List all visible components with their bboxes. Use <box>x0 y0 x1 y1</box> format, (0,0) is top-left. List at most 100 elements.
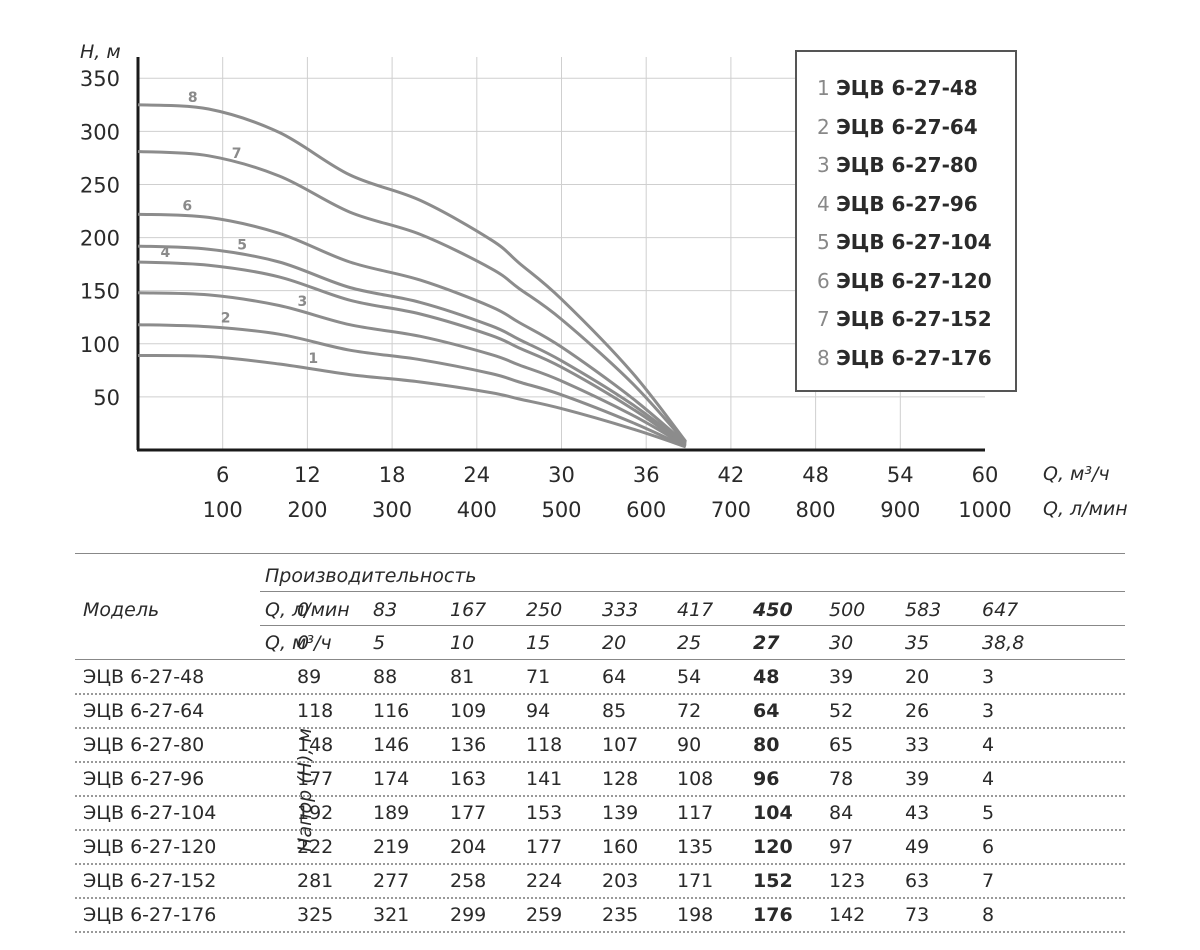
x-tick-label: 48 <box>802 463 829 487</box>
q-lmin-value: 167 <box>450 599 487 621</box>
row-head-value: 4 <box>982 768 995 790</box>
row-head-value: 203 <box>602 870 639 892</box>
row-head-value: 81 <box>450 666 475 688</box>
row-separator <box>75 931 1125 933</box>
row-head-value: 189 <box>373 802 410 824</box>
q-m3h-value: 30 <box>829 632 854 654</box>
legend-item: 8 ЭЦВ 6-27-176 <box>817 346 992 370</box>
legend-model-name: ЭЦВ 6-27-96 <box>836 191 978 216</box>
legend-item: 5 ЭЦВ 6-27-104 <box>817 230 992 254</box>
q-lmin-value: 583 <box>905 599 942 621</box>
row-head-value: 64 <box>602 666 627 688</box>
q-m3h-value: 10 <box>450 632 475 654</box>
row-head-value: 224 <box>526 870 563 892</box>
series-label-1: 1 <box>308 351 318 367</box>
series-line-2 <box>137 323 687 449</box>
series-label-4: 4 <box>161 245 171 261</box>
series-label-3: 3 <box>297 294 307 310</box>
header-rule <box>260 625 1125 626</box>
row-head-value: 39 <box>829 666 854 688</box>
q-lmin-label: Q, л/мин <box>265 599 350 621</box>
q-lmin-value: 333 <box>602 599 639 621</box>
row-head-value: 33 <box>905 734 930 756</box>
series-line-4 <box>137 260 687 448</box>
series-line-8 <box>137 103 687 443</box>
x-tick-label: 6 <box>216 463 229 487</box>
legend-item: 3 ЭЦВ 6-27-80 <box>817 153 978 177</box>
row-model-name: ЭЦВ 6-27-152 <box>83 870 217 892</box>
row-head-value: 63 <box>905 870 930 892</box>
x2-tick-label: 700 <box>711 498 751 522</box>
table-top-rule <box>75 553 1125 554</box>
row-separator <box>75 829 1125 831</box>
row-model-name: ЭЦВ 6-27-64 <box>83 700 205 722</box>
y-tick-label: 300 <box>80 120 120 144</box>
q-m3h-value: 15 <box>526 632 551 654</box>
y-tick-label: 200 <box>80 227 120 251</box>
row-head-value: 177 <box>450 802 487 824</box>
row-head-value: 109 <box>450 700 487 722</box>
row-model-name: ЭЦВ 6-27-120 <box>83 836 217 858</box>
row-head-value: 90 <box>677 734 702 756</box>
x-axis-label: Q, м³/ч <box>1043 463 1110 485</box>
row-head-value: 176 <box>753 904 793 926</box>
legend-number: 7 <box>817 307 837 331</box>
row-head-value: 123 <box>829 870 866 892</box>
row-model-name: ЭЦВ 6-27-104 <box>83 802 217 824</box>
row-head-value: 163 <box>450 768 487 790</box>
x2-tick-label: 900 <box>880 498 920 522</box>
chart-axes <box>136 57 985 452</box>
q-m3h-value: 0 <box>297 632 310 654</box>
row-head-value: 89 <box>297 666 322 688</box>
row-head-value: 281 <box>297 870 334 892</box>
x2-tick-label: 1000 <box>958 498 1011 522</box>
row-head-value: 136 <box>450 734 487 756</box>
row-separator <box>75 795 1125 797</box>
row-head-value: 97 <box>829 836 854 858</box>
row-head-value: 6 <box>982 836 995 858</box>
row-head-value: 153 <box>526 802 563 824</box>
legend-model-name: ЭЦВ 6-27-120 <box>836 268 992 293</box>
legend-model-name: ЭЦВ 6-27-152 <box>836 307 992 331</box>
chart-curves: 1 2 3 4 5 6 7 8 <box>137 90 687 449</box>
q-lmin-value: 647 <box>982 599 1019 621</box>
row-head-value: 135 <box>677 836 714 858</box>
x2-tick-label: 500 <box>541 498 581 522</box>
row-head-value: 7 <box>982 870 995 892</box>
q-m3h-label: Q, м³/ч <box>265 632 332 654</box>
legend-model-name: ЭЦВ 6-27-80 <box>836 153 978 177</box>
row-head-value: 152 <box>753 870 793 892</box>
y-tick-label: 50 <box>93 386 120 410</box>
legend-number: 4 <box>817 191 837 216</box>
legend-number: 5 <box>817 230 837 254</box>
row-head-value: 71 <box>526 666 551 688</box>
row-head-value: 117 <box>677 802 714 824</box>
row-head-value: 118 <box>526 734 563 756</box>
legend-number: 2 <box>817 114 837 139</box>
row-head-value: 3 <box>982 666 995 688</box>
row-head-value: 78 <box>829 768 854 790</box>
row-head-value: 198 <box>677 904 714 926</box>
chart-ticks: 6100122001830024400305003660042700488005… <box>80 67 1012 522</box>
row-head-value: 88 <box>373 666 398 688</box>
x2-tick-label: 400 <box>457 498 497 522</box>
legend-number: 8 <box>817 345 837 370</box>
q-m3h-value: 20 <box>602 632 627 654</box>
y-tick-label: 250 <box>80 173 120 197</box>
row-head-value: 116 <box>373 700 410 722</box>
row-head-value: 177 <box>297 768 334 790</box>
chart-legend: 1 ЭЦВ 6-27-48 2 ЭЦВ 6-27-64 3 ЭЦВ 6-27-80 4… <box>795 50 1017 392</box>
x-tick-label: 54 <box>887 463 914 487</box>
row-head-value: 104 <box>753 802 793 824</box>
row-head-value: 160 <box>602 836 639 858</box>
row-head-value: 48 <box>753 666 780 688</box>
row-head-value: 325 <box>297 904 334 926</box>
x-tick-label: 60 <box>972 463 999 487</box>
legend-item: 2 ЭЦВ 6-27-64 <box>817 115 978 139</box>
y-tick-label: 100 <box>80 333 120 357</box>
series-label-8: 8 <box>188 90 198 106</box>
row-head-value: 26 <box>905 700 930 722</box>
y-axis-label: H, м <box>80 41 121 63</box>
q-lmin-value: 500 <box>829 599 866 621</box>
